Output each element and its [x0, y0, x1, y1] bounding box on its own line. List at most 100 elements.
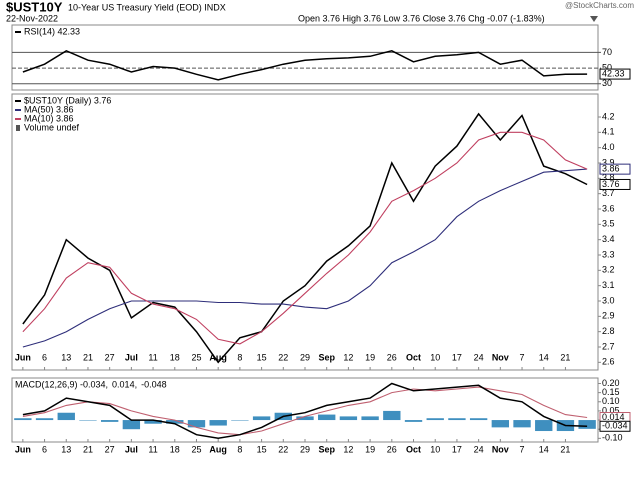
x-tick-label: 8 — [237, 352, 242, 362]
x-tick-label: 21 — [83, 352, 93, 362]
x-tick-label: 14 — [539, 444, 549, 454]
x-tick-label: 10 — [430, 444, 440, 454]
legend-entry: MA(10) 3.86 — [24, 113, 74, 123]
x-tick-label: 27 — [105, 352, 115, 362]
y-tick-label: 3.3 — [602, 249, 615, 259]
histogram-bar — [404, 420, 423, 422]
histogram-bar — [187, 420, 206, 428]
histogram-bar — [296, 416, 314, 421]
x-tick-label: 21 — [560, 444, 570, 454]
histogram-bar — [35, 418, 54, 421]
y-tick-label: 4.2 — [602, 111, 615, 121]
symbol-name: 10-Year US Treasury Yield (EOD) INDX — [68, 2, 226, 12]
series-line — [22, 49, 588, 81]
series-line — [22, 168, 588, 348]
histogram-bar — [339, 416, 358, 421]
x-tick-label: 13 — [61, 352, 71, 362]
y-tick-label: 4.1 — [602, 127, 615, 137]
x-tick-label: 10 — [430, 352, 440, 362]
y-tick-label: 3.0 — [602, 295, 615, 305]
x-tick-label: 22 — [278, 444, 288, 454]
series-line — [22, 131, 588, 345]
histogram-bar — [535, 420, 553, 432]
y-tick-label: 2.8 — [602, 326, 615, 336]
x-tick-label: 18 — [170, 444, 180, 454]
y-tick-label: 50 — [602, 62, 612, 72]
x-tick-label: 26 — [387, 352, 397, 362]
x-tick-label: 15 — [257, 352, 267, 362]
legend-entry: 0.014, — [112, 379, 137, 389]
x-tick-label: Nov — [492, 444, 509, 454]
end-label-box — [599, 178, 631, 190]
legend-entry: -0.048 — [141, 379, 167, 389]
x-tick-label: 17 — [452, 352, 462, 362]
x-tick-label: 12 — [343, 444, 353, 454]
x-tick-label: Jun — [15, 352, 31, 362]
x-tick-label: 19 — [365, 352, 375, 362]
y-tick-label: 3.6 — [602, 203, 615, 213]
histogram-bar — [122, 420, 141, 430]
x-tick-label: 26 — [387, 444, 397, 454]
date: 22-Nov-2022 — [6, 13, 58, 23]
legend-note: Volume undef — [24, 122, 80, 132]
histogram-bar — [318, 414, 336, 421]
x-tick-label: 25 — [191, 352, 201, 362]
x-tick-label: Aug — [209, 352, 227, 362]
y-tick-label: 3.7 — [602, 188, 615, 198]
x-tick-label: 13 — [61, 444, 71, 454]
y-tick-label: 0.15 — [602, 387, 620, 397]
x-tick-label: Nov — [492, 352, 509, 362]
x-tick-label: 29 — [300, 352, 310, 362]
histogram-bar — [361, 416, 379, 421]
series-line — [22, 382, 588, 440]
y-tick-label: 70 — [602, 47, 612, 57]
x-tick-label: 11 — [148, 444, 157, 454]
end-label-text: 3.76 — [602, 179, 620, 189]
x-tick-label: 24 — [474, 444, 484, 454]
series-line — [22, 112, 588, 364]
end-label-text: -0.034 — [602, 421, 628, 431]
x-tick-label: Jul — [125, 444, 138, 454]
y-tick-label: 30 — [602, 78, 612, 88]
histogram-bar — [231, 420, 249, 421]
y-tick-label: 3.5 — [602, 219, 615, 229]
histogram-bar — [513, 420, 531, 428]
x-tick-label: 7 — [520, 352, 525, 362]
x-tick-label: 12 — [343, 352, 353, 362]
histogram-bar — [383, 410, 401, 421]
y-tick-label: 3.9 — [602, 157, 615, 167]
x-tick-label: 21 — [560, 352, 570, 362]
y-tick-label: 3.2 — [602, 265, 615, 275]
legend-swatch — [16, 125, 20, 131]
y-tick-label: 0.05 — [602, 405, 620, 415]
quote: Open 3.76 High 3.76 Low 3.76 Close 3.76 … — [298, 13, 545, 23]
y-tick-label: 3.8 — [602, 173, 615, 183]
menu-arrow[interactable] — [590, 16, 598, 22]
legend-entry: MA(50) 3.86 — [24, 104, 74, 114]
x-tick-label: Sep — [318, 444, 335, 454]
end-label: 3.76 — [599, 178, 631, 190]
x-tick-label: 7 — [520, 444, 525, 454]
histogram-bar — [252, 416, 271, 421]
end-label-box — [599, 163, 631, 175]
x-tick-label: Sep — [318, 352, 335, 362]
y-tick-label: 4.0 — [602, 142, 615, 152]
end-label: -0.034 — [599, 421, 631, 432]
histogram-bar — [578, 420, 596, 429]
x-tick-label: 18 — [170, 352, 180, 362]
histogram-bar — [57, 412, 75, 421]
x-tick-label: 24 — [474, 352, 484, 362]
end-label-text: 3.86 — [602, 164, 620, 174]
histogram-bar — [14, 418, 32, 421]
x-tick-label: 27 — [105, 444, 115, 454]
end-label: 3.86 — [599, 163, 631, 175]
y-tick-label: 0.10 — [602, 396, 620, 406]
x-tick-label: 6 — [42, 444, 47, 454]
x-tick-label: 17 — [452, 444, 462, 454]
x-tick-label: 25 — [191, 444, 201, 454]
legend-entry: MACD(12,26,9) -0.034, — [15, 379, 108, 389]
x-tick-label: 11 — [148, 352, 157, 362]
x-tick-label: 6 — [42, 352, 47, 362]
legend-entry: $UST10Y (Daily) 3.76 — [24, 95, 111, 105]
